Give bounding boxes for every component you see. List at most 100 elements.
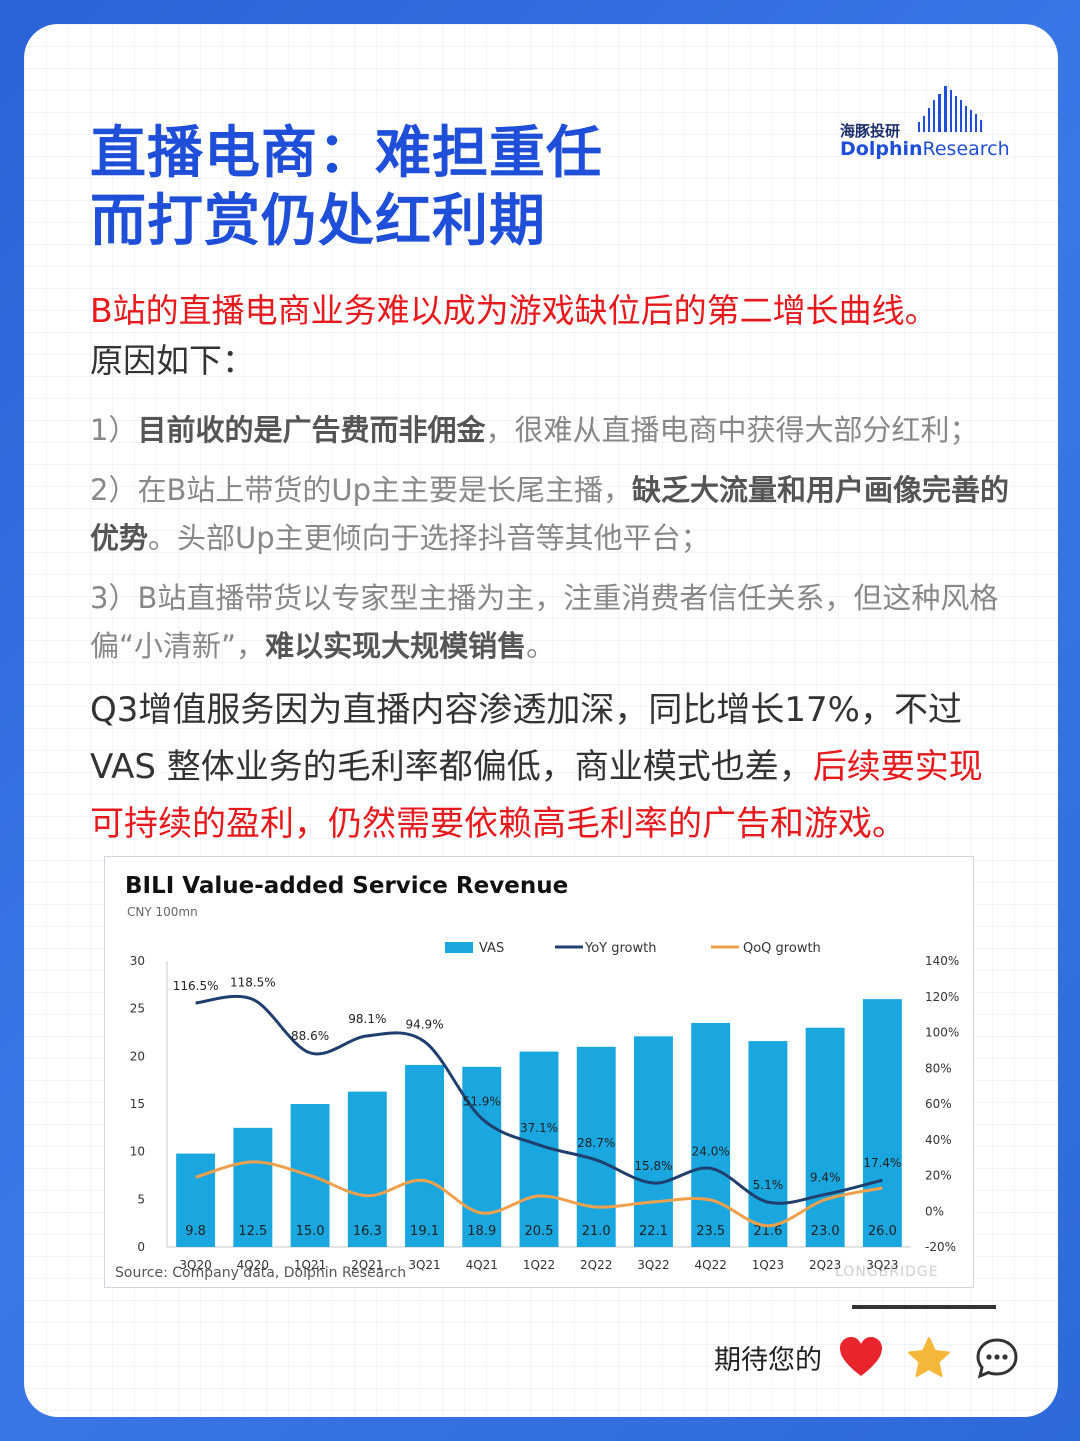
x-tick-label: 2Q21 xyxy=(351,1258,383,1272)
y-left-tick-label: 5 xyxy=(137,1192,145,1206)
yoy-data-label: 118.5% xyxy=(230,975,276,989)
x-tick-label: 3Q23 xyxy=(866,1258,898,1272)
y-right-tick-label: 100% xyxy=(925,1026,959,1040)
yoy-data-label: 98.1% xyxy=(348,1012,386,1026)
yoy-growth-line xyxy=(195,994,883,1205)
x-tick-label: 4Q21 xyxy=(466,1258,498,1272)
yoy-data-label: 37.1% xyxy=(520,1121,558,1135)
vas-bar-label: 26.0 xyxy=(868,1224,897,1239)
vas-bar-label: 23.5 xyxy=(696,1224,725,1239)
vas-bar xyxy=(347,1091,387,1247)
yoy-data-label: 9.4% xyxy=(810,1170,841,1184)
logo-bars-icon xyxy=(918,86,982,132)
reason-item-1: 1）目前收的是广告费而非佣金，很难从直播电商中获得大部分红利； xyxy=(90,413,979,447)
y-left-tick-label: 20 xyxy=(130,1049,145,1063)
logo-cn-text: 海豚投研 xyxy=(840,122,901,140)
y-right-tick-label: 120% xyxy=(925,990,959,1004)
chart-title: BILI Value-added Service Revenue xyxy=(125,873,568,899)
vas-bar-label: 21.6 xyxy=(753,1224,782,1239)
vas-bar-label: 16.3 xyxy=(353,1224,382,1239)
vas-bar-label: 20.5 xyxy=(525,1224,554,1239)
y-left-tick-label: 0 xyxy=(137,1240,145,1254)
chart-watermark: LONGBRIDGE xyxy=(835,1264,939,1280)
chart-source: Source: Company data, Dolphin Research xyxy=(115,1265,406,1281)
vas-bar-label: 21.0 xyxy=(582,1224,611,1239)
y-left-tick-label: 15 xyxy=(130,1097,145,1111)
q3-paragraph: Q3增值服务因为直播内容渗透加深，同比增长17%，不过VAS 整体业务的毛利率都… xyxy=(90,682,1010,853)
vas-bar-label: 9.8 xyxy=(185,1224,206,1239)
x-tick-label: 4Q22 xyxy=(695,1258,727,1272)
logo-en-text: DolphinResearch xyxy=(840,138,1010,160)
vas-bar-label: 23.0 xyxy=(811,1224,840,1239)
x-tick-label: 4Q20 xyxy=(237,1258,269,1272)
yoy-data-label: 17.4% xyxy=(863,1156,901,1170)
q3-highlight: 后续要实现可持续的盈利，仍然需要依赖高毛利率的广告和游戏。 xyxy=(90,747,983,844)
yoy-data-label: 5.1% xyxy=(753,1178,784,1192)
comment-icon[interactable] xyxy=(974,1336,1020,1380)
page-title: 直播电商：难担重任 而打赏仍处红利期 xyxy=(90,120,603,256)
yoy-data-label: 28.7% xyxy=(577,1136,615,1150)
intro-text: 原因如下： xyxy=(90,341,255,380)
chart-svg: BILI Value-added Service Revenue CNY 100… xyxy=(115,873,959,1281)
title-line-2: 而打赏仍处红利期 xyxy=(90,189,546,254)
vas-bar xyxy=(634,1036,673,1247)
y-left-tick-label: 25 xyxy=(130,1002,145,1016)
dolphin-research-logo: 海豚投研 DolphinResearch xyxy=(840,82,1010,162)
cta-text: 期待您的 xyxy=(714,1345,822,1376)
yoy-data-label: 24.0% xyxy=(692,1144,730,1158)
y-right-tick-label: 0% xyxy=(925,1204,944,1218)
legend-vas-label: VAS xyxy=(479,941,504,956)
vas-bar-label: 15.0 xyxy=(296,1224,325,1239)
vas-revenue-chart: BILI Value-added Service Revenue CNY 100… xyxy=(104,856,974,1288)
x-tick-label: 2Q23 xyxy=(809,1258,841,1272)
legend-qoq-label: QoQ growth xyxy=(743,941,821,956)
x-tick-label: 1Q22 xyxy=(523,1258,555,1272)
yoy-data-label: 88.6% xyxy=(291,1029,329,1043)
y-right-tick-label: 60% xyxy=(925,1097,952,1111)
vas-bar xyxy=(233,1127,273,1247)
q3-text: Q3增值服务因为直播内容渗透加深，同比增长17%，不过VAS 整体业务的毛利率都… xyxy=(90,690,962,787)
x-tick-label: 1Q23 xyxy=(752,1258,784,1272)
chart-unit-label: CNY 100mn xyxy=(127,905,198,919)
vas-bar xyxy=(862,999,902,1247)
x-tick-label: 1Q21 xyxy=(294,1258,326,1272)
y-right-tick-label: -20% xyxy=(925,1240,956,1254)
y-right-tick-label: 40% xyxy=(925,1133,952,1147)
vas-bar xyxy=(691,1022,731,1247)
legend-yoy-label: YoY growth xyxy=(584,941,656,956)
vas-bar-label: 18.9 xyxy=(467,1224,496,1239)
y-left-tick-label: 30 xyxy=(130,954,145,968)
reason-item-3: 3）B站直播带货以专家型主播为主，注重消费者信任关系，但这种风格偏“小清新”，难… xyxy=(90,581,999,663)
vas-bar xyxy=(748,1041,788,1247)
yoy-data-label: 15.8% xyxy=(634,1159,672,1173)
y-left-tick-label: 10 xyxy=(130,1145,145,1159)
y-right-tick-label: 20% xyxy=(925,1169,952,1183)
qoq-growth-line xyxy=(195,1160,883,1228)
vas-bar xyxy=(462,1066,502,1247)
reason-list: 1）目前收的是广告费而非佣金，很难从直播电商中获得大部分红利； 2）在B站上带货… xyxy=(90,406,1010,682)
vas-bar-label: 22.1 xyxy=(639,1224,668,1239)
x-tick-label: 3Q21 xyxy=(408,1258,440,1272)
vas-bar xyxy=(405,1064,444,1247)
vas-bar xyxy=(805,1027,845,1247)
star-icon[interactable] xyxy=(906,1336,952,1380)
vas-bar xyxy=(576,1046,616,1247)
x-tick-label: 3Q22 xyxy=(637,1258,669,1272)
x-tick-label: 2Q22 xyxy=(580,1258,612,1272)
yoy-data-label: 116.5% xyxy=(173,979,219,993)
intro-highlight: B站的直播电商业务难以成为游戏缺位后的第二增长曲线。 xyxy=(90,291,938,330)
y-right-tick-label: 140% xyxy=(925,954,959,968)
reason-item-2: 2）在B站上带货的Up主主要是长尾主播，缺乏大流量和用户画像完善的优势。头部Up… xyxy=(90,473,1009,555)
legend-vas-swatch xyxy=(445,942,473,953)
content-card: 直播电商：难担重任 而打赏仍处红利期 海豚投研 DolphinResearch … xyxy=(24,24,1058,1417)
y-right-tick-label: 80% xyxy=(925,1061,952,1075)
vas-bar xyxy=(176,1153,216,1247)
yoy-data-label: 51.9% xyxy=(463,1094,501,1108)
footer-divider xyxy=(852,1305,996,1309)
heart-icon[interactable] xyxy=(838,1336,884,1380)
x-tick-label: 3Q20 xyxy=(179,1258,211,1272)
title-line-1: 直播电商：难担重任 xyxy=(90,121,603,186)
intro-paragraph: B站的直播电商业务难以成为游戏缺位后的第二增长曲线。 原因如下： xyxy=(90,286,1010,386)
vas-bar-label: 12.5 xyxy=(238,1224,267,1239)
vas-bar-label: 19.1 xyxy=(410,1224,439,1239)
